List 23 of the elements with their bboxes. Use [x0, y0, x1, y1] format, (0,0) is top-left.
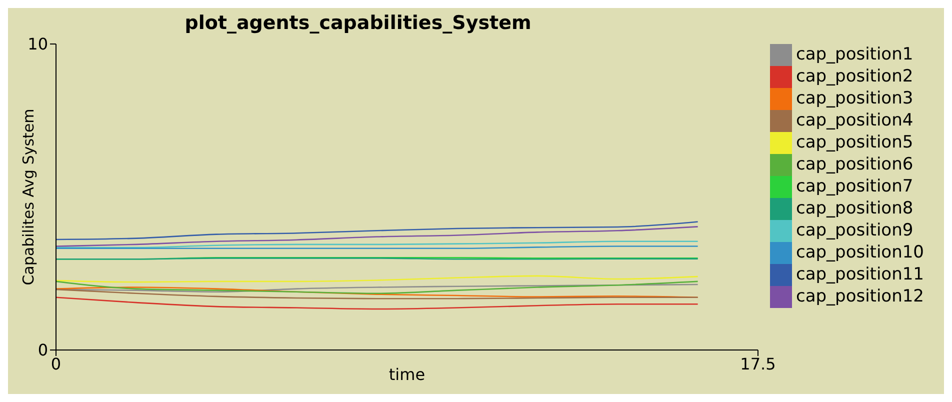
legend-label: cap_position10: [796, 242, 924, 263]
line-series: [56, 280, 698, 294]
legend-label: cap_position3: [796, 88, 914, 109]
line-series: [56, 221, 698, 240]
legend-label: cap_position4: [796, 110, 914, 131]
line-series: [56, 226, 698, 247]
line-series: [56, 296, 698, 310]
x-tick-label: 17.5: [740, 354, 776, 374]
legend-label: cap_position7: [796, 176, 914, 197]
line-series: [56, 275, 698, 283]
chart-title: plot_agents_capabilities_System: [184, 12, 532, 34]
legend-label: cap_position8: [796, 198, 914, 219]
legend-label: cap_position2: [796, 66, 914, 87]
y-axis-title: Capabilites Avg System: [19, 108, 38, 286]
legend-label: cap_position5: [796, 132, 914, 153]
legend-label: cap_position11: [796, 264, 924, 285]
x-axis-title: time: [388, 365, 426, 384]
line-series: [56, 240, 698, 248]
legend-label: cap_position1: [796, 44, 914, 65]
legend-label: cap_position9: [796, 220, 914, 241]
legend-label: cap_position6: [796, 154, 914, 175]
y-tick-label: 10: [28, 34, 48, 54]
legend-label: cap_position12: [796, 286, 924, 307]
